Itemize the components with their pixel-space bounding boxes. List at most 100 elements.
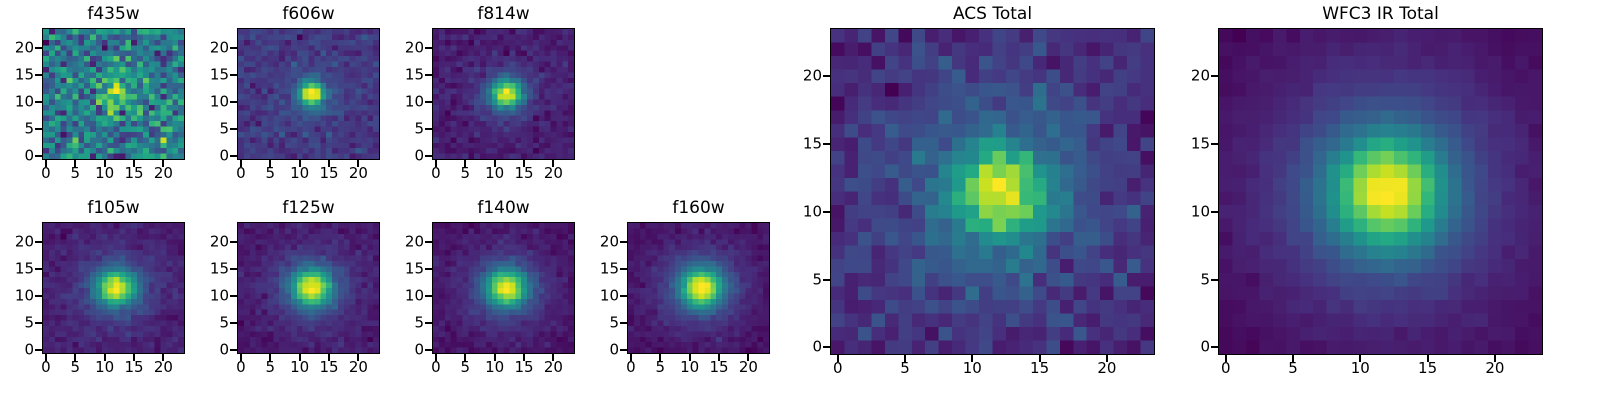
y-tick-mark	[425, 128, 433, 131]
y-tick-label: 15	[209, 65, 229, 84]
x-tick-mark	[1105, 354, 1108, 362]
x-tick-label: 15	[709, 358, 729, 376]
y-tick-label: 10	[209, 286, 229, 305]
y-tick-label: 5	[609, 313, 619, 332]
heatmap-plot: 0 5 10 15 20 0 5 10 15 20	[600, 222, 770, 375]
y-tick-mark	[1211, 75, 1219, 78]
x-tick-mark	[552, 159, 555, 167]
x-tick-label: 15	[1030, 359, 1050, 377]
heatmap-canvas	[238, 223, 379, 353]
y-tick-mark	[425, 240, 433, 243]
y-tick-mark	[230, 46, 238, 49]
panel-title: f125w	[282, 198, 335, 218]
y-tick-mark	[620, 295, 628, 298]
y-tick-mark	[425, 295, 433, 298]
panel-f125w: f125w 0 5 10 15 20 0 5 10 15 20	[210, 198, 380, 375]
y-tick-label: 15	[209, 259, 229, 278]
y-tick-label: 5	[24, 119, 34, 138]
y-tick-label: 5	[1200, 270, 1210, 289]
heatmap-plot: 0 5 10 15 20 0 5 10 15 20	[210, 222, 380, 375]
heatmap-canvas	[43, 223, 184, 353]
x-tick-label: 20	[1097, 359, 1117, 377]
y-tick-mark	[823, 210, 831, 213]
x-tick-label: 0	[236, 358, 246, 376]
x-tick-label: 10	[485, 358, 505, 376]
y-tick-mark	[230, 295, 238, 298]
y-tick-mark	[35, 46, 43, 49]
y-tick-label: 20	[404, 232, 424, 251]
y-tick-label: 15	[404, 65, 424, 84]
y-tick-mark	[620, 268, 628, 271]
x-tick-mark	[357, 353, 360, 361]
x-tick-label: 5	[460, 164, 471, 182]
heatmap-plot: 0 5 10 15 20 0 5 10 15 20	[405, 222, 575, 375]
x-tick-mark	[434, 159, 437, 167]
x-tick-mark	[1292, 354, 1295, 362]
y-tick-label: 0	[414, 340, 424, 359]
x-tick-label: 10	[680, 358, 700, 376]
y-tick-label: 15	[404, 259, 424, 278]
y-tick-mark	[230, 349, 238, 352]
panel-f814w: f814w 0 5 10 15 20 0 5 10 15 20	[405, 4, 575, 181]
y-tick-mark	[425, 268, 433, 271]
y-tick-mark	[230, 74, 238, 77]
x-tick-label: 10	[962, 359, 982, 377]
panel-title: f435w	[87, 4, 140, 24]
x-tick-label: 20	[153, 164, 173, 182]
panel-f105w: f105w 0 5 10 15 20 0 5 10 15 20	[15, 198, 185, 375]
panel-title: WFC3 IR Total	[1322, 4, 1439, 24]
y-tick-mark	[425, 322, 433, 325]
x-tick-label: 20	[348, 358, 368, 376]
x-tick-mark	[133, 353, 136, 361]
x-tick-label: 5	[655, 358, 666, 376]
x-tick-mark	[269, 159, 272, 167]
y-tick-label: 20	[209, 38, 229, 57]
y-tick-label: 0	[219, 146, 229, 165]
y-tick-mark	[620, 349, 628, 352]
x-tick-label: 15	[514, 358, 534, 376]
y-tick-mark	[230, 155, 238, 158]
y-tick-mark	[230, 128, 238, 131]
x-tick-mark	[357, 159, 360, 167]
x-tick-label: 5	[1288, 359, 1298, 377]
y-tick-mark	[35, 128, 43, 131]
y-tick-label: 20	[1190, 66, 1210, 85]
y-tick-label: 0	[414, 146, 424, 165]
x-tick-label: 15	[1418, 359, 1438, 377]
heatmap-canvas	[628, 223, 769, 353]
y-tick-mark	[823, 143, 831, 146]
y-tick-mark	[230, 240, 238, 243]
x-tick-label: 10	[485, 164, 505, 182]
x-tick-mark	[1493, 354, 1496, 362]
x-tick-label: 0	[41, 358, 51, 376]
x-tick-mark	[464, 159, 467, 167]
panel-title: f814w	[477, 4, 530, 24]
x-tick-label: 20	[543, 164, 563, 182]
heatmap-plot: 0 5 10 15 20 0 5 10 15 20	[15, 28, 185, 181]
x-tick-mark	[269, 353, 272, 361]
y-tick-label: 0	[812, 337, 822, 356]
y-tick-mark	[823, 346, 831, 349]
panel-f160w: f160w 0 5 10 15 20 0 5 10 15 20	[600, 198, 770, 375]
x-tick-mark	[971, 354, 974, 362]
y-tick-mark	[620, 240, 628, 243]
x-tick-label: 10	[1350, 359, 1370, 377]
x-tick-label: 20	[153, 358, 173, 376]
x-tick-mark	[74, 159, 77, 167]
y-tick-mark	[230, 101, 238, 104]
x-tick-mark	[298, 353, 301, 361]
x-tick-label: 15	[514, 164, 534, 182]
y-tick-mark	[230, 322, 238, 325]
x-tick-label: 15	[319, 358, 339, 376]
heatmap-plot: 0 5 10 15 20 0 5 10 15 20	[405, 28, 575, 181]
y-tick-label: 10	[209, 92, 229, 111]
y-tick-label: 5	[812, 270, 822, 289]
y-tick-label: 5	[219, 119, 229, 138]
x-tick-mark	[523, 159, 526, 167]
x-tick-label: 5	[70, 358, 81, 376]
y-tick-mark	[35, 101, 43, 104]
x-tick-mark	[162, 159, 165, 167]
y-tick-label: 20	[599, 232, 619, 251]
y-tick-mark	[1211, 346, 1219, 349]
x-tick-mark	[103, 159, 106, 167]
